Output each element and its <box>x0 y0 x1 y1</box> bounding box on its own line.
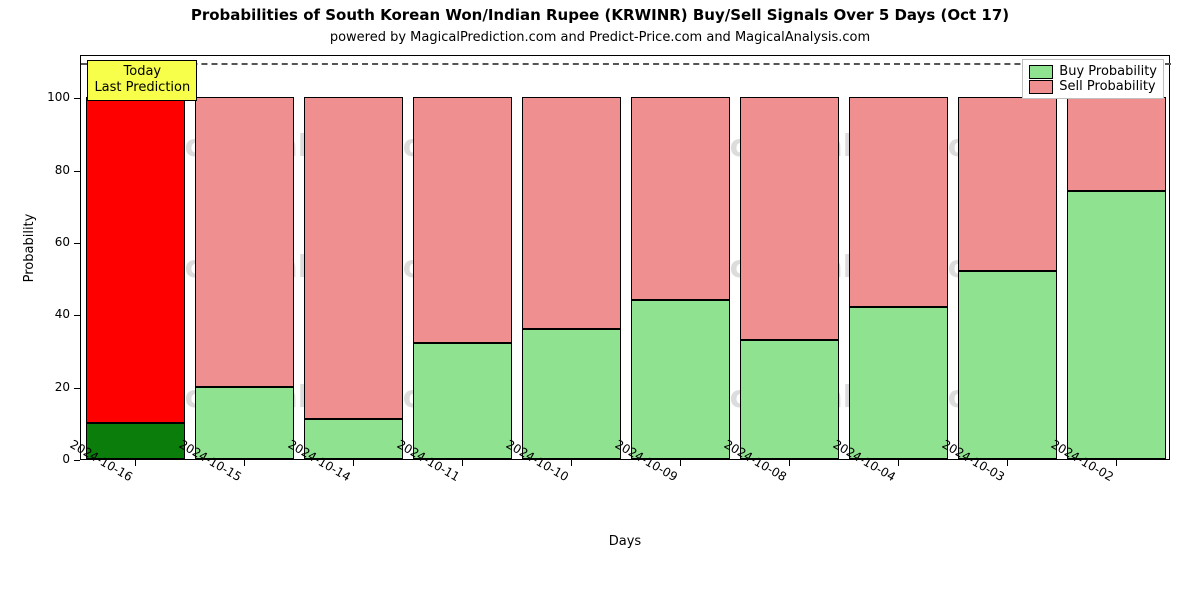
bar-sell <box>849 97 947 307</box>
x-tick-mark <box>571 460 572 466</box>
bar-group <box>522 54 620 459</box>
x-axis-label: Days <box>80 534 1170 549</box>
legend-swatch-buy <box>1029 65 1053 79</box>
chart-title: Probabilities of South Korean Won/Indian… <box>0 6 1200 24</box>
figure: Probabilities of South Korean Won/Indian… <box>0 0 1200 600</box>
x-tick-mark <box>680 460 681 466</box>
bar-sell <box>1067 97 1165 191</box>
bar-group <box>304 54 402 459</box>
y-tick-mark <box>74 388 80 389</box>
bar-sell <box>413 97 511 343</box>
bar-sell <box>304 97 402 419</box>
legend: Buy Probability Sell Probability <box>1022 59 1164 99</box>
x-tick-mark <box>1007 460 1008 466</box>
today-annotation-line1: Today <box>124 64 162 79</box>
y-tick-mark <box>74 460 80 461</box>
plot-area: MagicalAnalysis.comMagicalAnalysis.comMa… <box>80 55 1170 460</box>
bar-group <box>413 54 511 459</box>
today-reference-line <box>81 63 1171 65</box>
y-tick-mark <box>74 243 80 244</box>
today-annotation-line2: Last Prediction <box>94 80 190 95</box>
bar-group <box>1067 54 1165 459</box>
bar-sell <box>86 97 184 422</box>
x-tick-mark <box>789 460 790 466</box>
today-annotation: Today Last Prediction <box>87 60 197 101</box>
y-tick-mark <box>74 171 80 172</box>
y-tick-mark <box>74 315 80 316</box>
legend-row-sell: Sell Probability <box>1029 79 1157 94</box>
x-tick-mark <box>244 460 245 466</box>
chart-subtitle: powered by MagicalPrediction.com and Pre… <box>0 30 1200 45</box>
bar-sell <box>522 97 620 328</box>
y-tick-label: 60 <box>30 235 70 249</box>
x-tick-mark <box>135 460 136 466</box>
x-tick-mark <box>1116 460 1117 466</box>
y-tick-label: 20 <box>30 380 70 394</box>
bar-group <box>740 54 838 459</box>
legend-swatch-sell <box>1029 80 1053 94</box>
bar-group <box>849 54 947 459</box>
y-tick-label: 40 <box>30 307 70 321</box>
bar-sell <box>958 97 1056 271</box>
bar-sell <box>740 97 838 339</box>
y-tick-label: 0 <box>30 452 70 466</box>
bar-group <box>631 54 729 459</box>
x-tick-mark <box>353 460 354 466</box>
y-tick-mark <box>74 98 80 99</box>
bar-group <box>958 54 1056 459</box>
legend-label-sell: Sell Probability <box>1059 79 1155 94</box>
legend-label-buy: Buy Probability <box>1059 64 1157 79</box>
bar-group <box>86 54 184 459</box>
y-tick-label: 80 <box>30 163 70 177</box>
bar-buy <box>1067 191 1165 459</box>
x-tick-mark <box>898 460 899 466</box>
bar-sell <box>631 97 729 300</box>
bar-buy <box>195 387 293 459</box>
bar-sell <box>195 97 293 386</box>
x-tick-mark <box>462 460 463 466</box>
legend-row-buy: Buy Probability <box>1029 64 1157 79</box>
bar-group <box>195 54 293 459</box>
y-tick-label: 100 <box>30 90 70 104</box>
